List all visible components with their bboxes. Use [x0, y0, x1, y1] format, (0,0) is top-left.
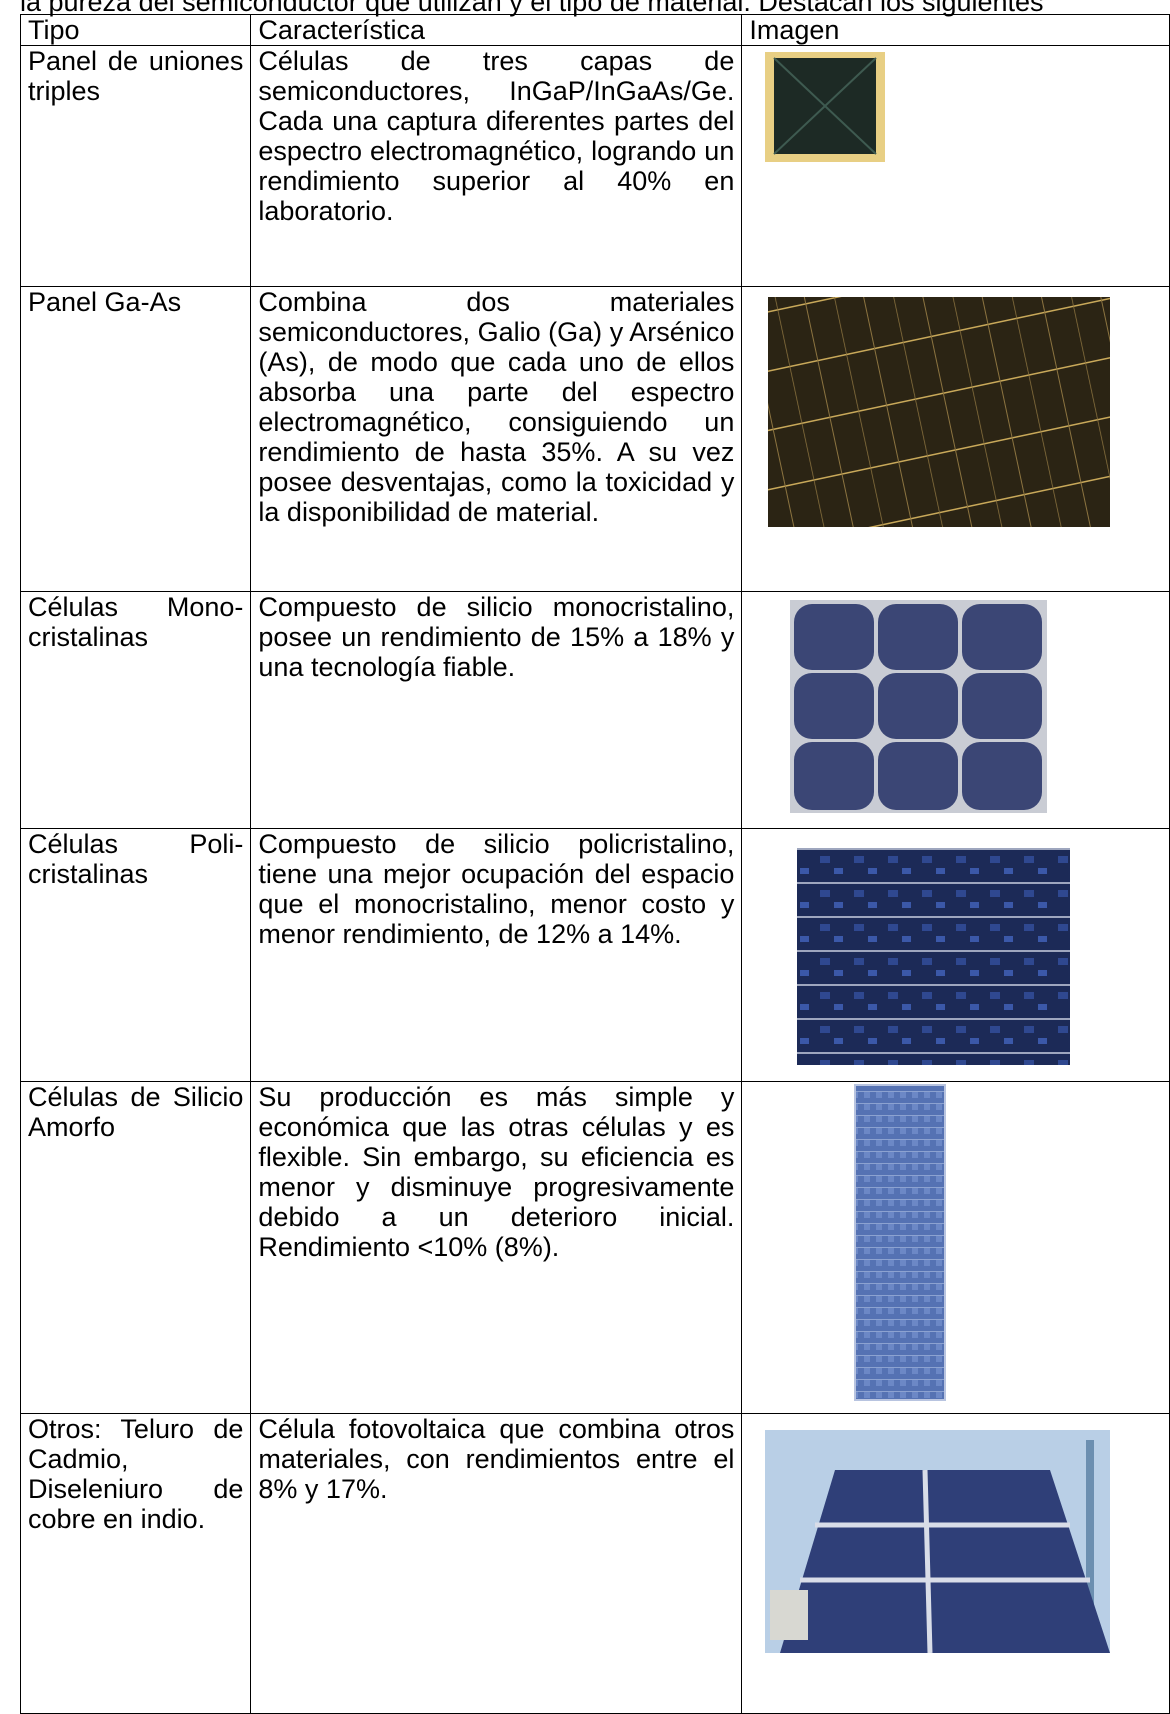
feature-cell: Su producción es más simple y económica …	[250, 1081, 743, 1414]
type-cell: Células de Silicio Amorfo	[19, 1081, 252, 1414]
feature-cell: Compuesto de silicio policristalino, tie…	[250, 828, 743, 1082]
image-cell	[741, 828, 1170, 1082]
table-row: Panel de uniones triples Células de tres…	[19, 45, 1170, 287]
table-row: Células de Silicio Amorfo Su producción …	[19, 1081, 1170, 1414]
image-cell	[741, 1413, 1170, 1714]
table-row: Panel Ga-As Combina dos materiales semic…	[19, 286, 1170, 592]
header-cell: Tipo	[19, 14, 252, 46]
header-row: Tipo Característica Imagen	[19, 14, 1170, 46]
type-cell: Otros: Teluro de Cadmio, Diseleniuro de …	[19, 1413, 252, 1714]
type-cell: Células Poli-cristalinas	[19, 828, 252, 1082]
type-cell: Panel Ga-As	[19, 286, 252, 592]
table-row: Células Mono-cristalinas Compuesto de si…	[19, 591, 1170, 829]
table-row: Células Poli-cristalinas Compuesto de si…	[19, 828, 1170, 1082]
image-cell	[741, 1081, 1170, 1414]
table-row: Otros: Teluro de Cadmio, Diseleniuro de …	[19, 1413, 1170, 1714]
feature-cell: Célula fotovoltaica que combina otros ma…	[250, 1413, 743, 1714]
page: {"intro": "la pureza del semiconductor q…	[19, 0, 1170, 1714]
header-cell: Característica	[250, 14, 743, 46]
image-cell	[741, 286, 1170, 592]
feature-cell: Combina dos materiales semiconductores, …	[250, 286, 743, 592]
type-cell: Células Mono-cristalinas	[19, 591, 252, 829]
header-cell: Imagen	[741, 14, 1170, 46]
feature-cell: Compuesto de silicio monocristalino, pos…	[250, 591, 743, 829]
feature-cell: Células de tres capas de semiconductores…	[250, 45, 743, 287]
type-cell: Panel de uniones triples	[19, 45, 252, 287]
panel-table: Tipo Característica Imagen Panel de unio…	[19, 14, 1170, 1714]
image-cell	[741, 45, 1170, 287]
intro-text: la pureza del semiconductor que utilizan…	[20, 0, 1044, 17]
image-cell	[741, 591, 1170, 829]
